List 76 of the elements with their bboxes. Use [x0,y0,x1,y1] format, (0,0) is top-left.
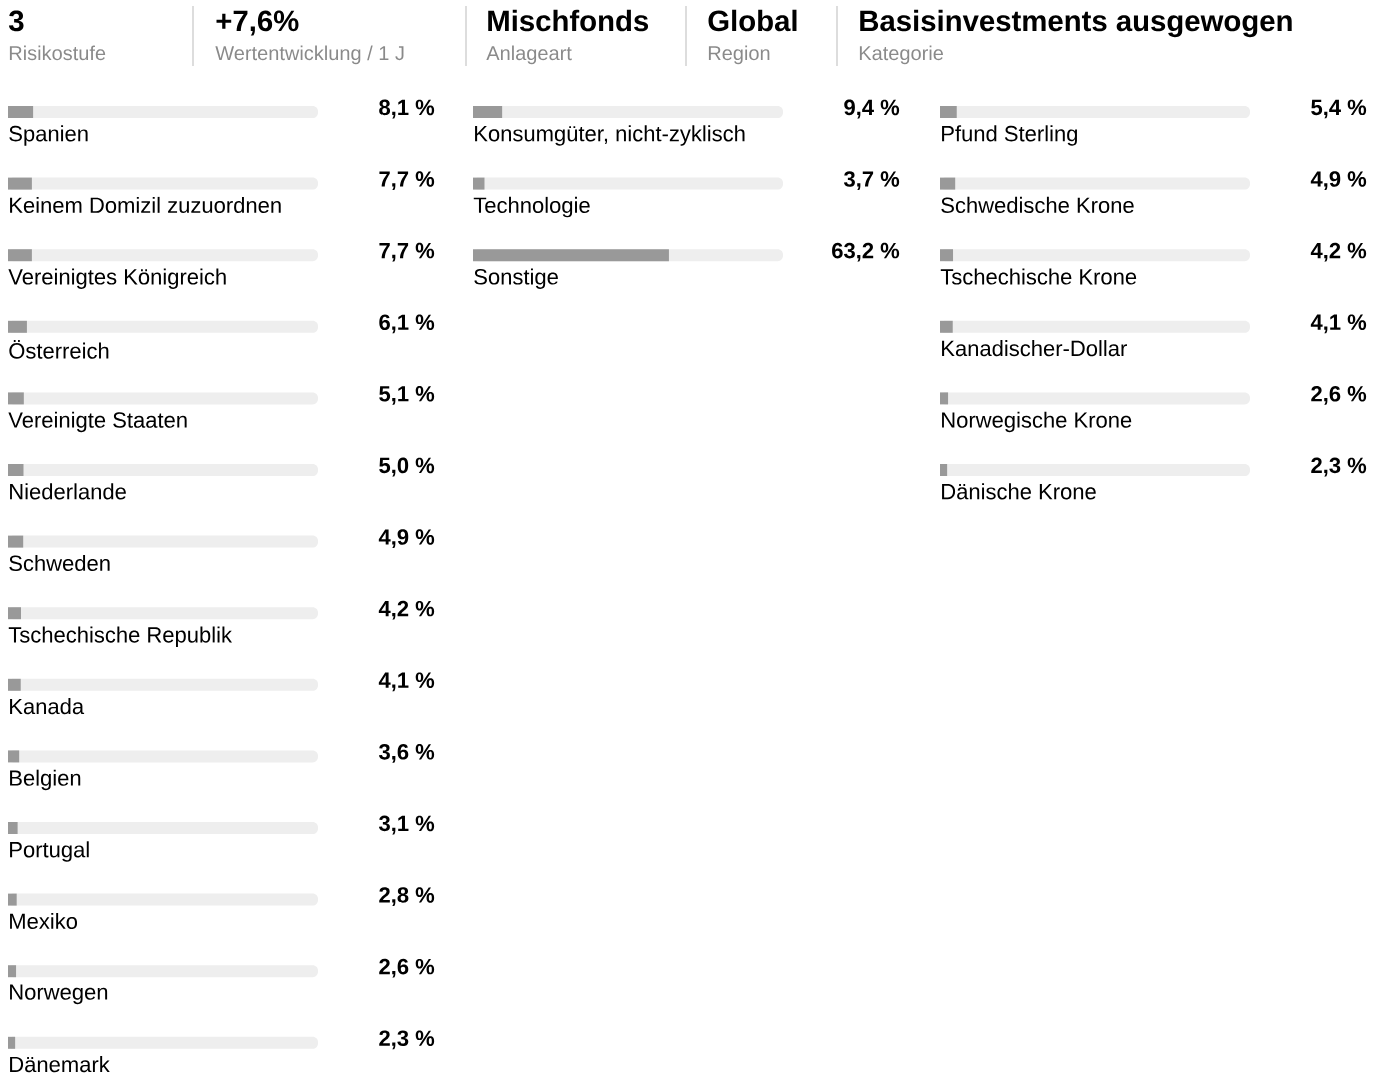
data-label: 3,1 % [378,815,435,835]
data-label: 4,9 % [1310,171,1367,190]
text: Global [708,9,797,32]
category-label: Dänische Krone [942,483,1096,500]
bar [940,320,953,333]
text: Basisinvestments ausgewogen [860,9,1292,38]
category-label: Pfund Sterling [942,125,1078,146]
category-label: Österreich [9,340,109,359]
bar [8,249,32,262]
bar [940,177,956,190]
category-label: Technologie [473,196,590,218]
bar [8,392,24,405]
bar [8,822,18,835]
data-label: 2,8 % [379,887,435,906]
data-label: 4,9 % [378,529,435,548]
category-label: Norwegen [10,984,108,1005]
category-label: Vereinigtes Königreich [8,268,226,289]
category-label: Spanien [9,125,88,146]
data-label: 3,7 % [843,171,900,190]
category-label: Mexiko [10,912,78,930]
text: Mischfonds [488,9,649,32]
category-label: Schweden [9,554,110,572]
text: Anlageart [486,45,572,65]
data-label: 4,1 % [1310,314,1367,334]
category-label: Tschechische Krone [940,268,1137,285]
bar [8,535,24,548]
data-label: 3,6 % [378,744,435,763]
text: Risikostufe [9,45,106,61]
bar [8,893,17,906]
data-label: 5,4 % [1311,99,1367,119]
text: 3 [8,10,24,32]
category-label: Belgien [10,769,81,791]
category-label: Kanada [10,698,85,715]
data-label: 7,7 % [379,242,435,262]
category-label: Portugal [10,841,89,862]
text: Wertentwicklung / 1 J [215,45,404,65]
data-label: 5,0 % [379,457,435,477]
category-label: Keinem Domizil zuzuordnen [10,196,281,214]
data-label: 4,2 % [1310,242,1367,262]
category-label: Kanadischer-Dollar [942,340,1127,357]
category-label: Tschechische Republik [8,626,233,647]
bar [8,965,17,978]
bar [8,106,34,119]
data-label: 9,4 % [844,99,900,119]
bar [940,106,957,118]
category-label: Niederlande [10,483,126,500]
data-label: 8,1 % [379,99,435,119]
data-label: 4,2 % [378,600,435,620]
data-label: 2,6 % [379,958,435,978]
data-label: 63,2 % [832,242,900,262]
text: Kategorie [859,45,943,65]
text: Region [708,45,770,65]
category-label: Sonstige [474,268,558,289]
data-label: 6,1 % [379,314,435,334]
bar [8,1036,16,1049]
category-label: Vereinigte Staaten [8,411,187,433]
bar [940,463,948,476]
text: +7,6% [216,10,299,36]
bar [8,320,27,333]
bar [940,392,949,405]
category-label: Schwedische Krone [941,196,1134,214]
data-label: 4,1 % [378,672,435,692]
bar [8,678,21,691]
bar [8,607,22,620]
data-label: 5,1 % [379,386,435,405]
data-label: 2,3 % [379,1030,435,1050]
data-label: 2,3 % [1311,457,1367,477]
data-label: 2,6 % [1311,386,1367,405]
bar [8,750,20,763]
category-label: Konsumgüter, nicht-zyklisch [475,125,745,146]
bar [8,464,24,477]
bar [8,177,32,190]
data-label: 7,7 % [379,171,435,190]
category-label: Norwegische Krone [942,411,1132,433]
bar [940,249,954,262]
category-label: Dänemark [10,1056,110,1073]
